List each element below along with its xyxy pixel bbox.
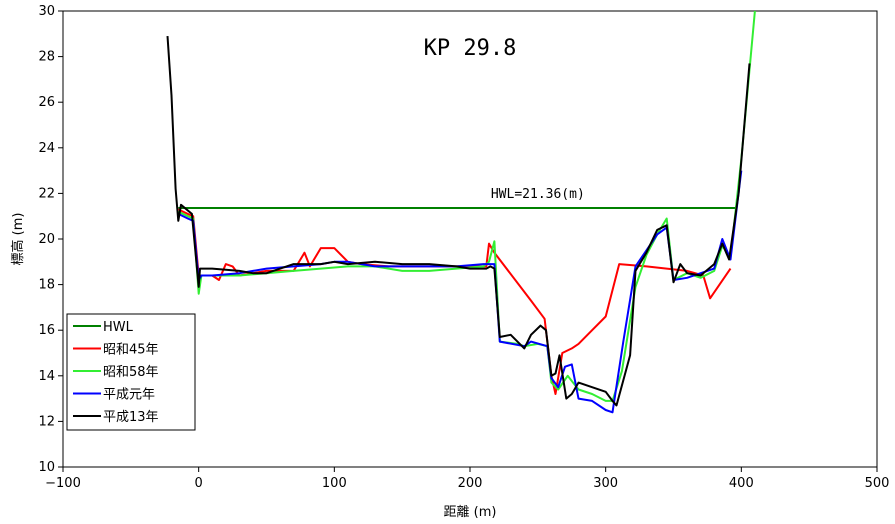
y-tick-label: 12 xyxy=(38,414,55,429)
x-tick-label: 100 xyxy=(322,476,347,491)
hwl-annotation: HWL=21.36(m) xyxy=(491,187,585,202)
series-line-昭和58年 xyxy=(177,11,756,402)
x-tick-label: 400 xyxy=(729,476,754,491)
legend-label: HWL xyxy=(103,320,134,335)
series-line-平成13年 xyxy=(166,36,751,407)
x-tick-label: 0 xyxy=(195,476,203,491)
y-tick-label: 28 xyxy=(38,50,55,65)
legend-label: 平成元年 xyxy=(103,388,155,403)
y-tick-label: 22 xyxy=(38,186,55,201)
axes: −100 0 100 200 300 400 500 10 12 14 16 18 20 22 24 26 28… xyxy=(38,4,889,491)
y-tick-label: 26 xyxy=(38,95,55,110)
y-tick-label: 30 xyxy=(38,4,55,19)
y-tick-label: 16 xyxy=(38,323,55,338)
chart-title: KP 29.8 xyxy=(424,36,517,61)
series-line-平成元年 xyxy=(177,170,743,414)
y-tick-label: 24 xyxy=(38,141,55,156)
y-tick-label: 14 xyxy=(38,369,55,384)
series-line-昭和45年 xyxy=(177,208,732,395)
legend-label: 昭和45年 xyxy=(103,343,159,358)
y-tick-label: 18 xyxy=(38,278,55,293)
x-tick-label: −100 xyxy=(45,476,81,491)
y-tick-label: 20 xyxy=(38,232,55,247)
series-lines xyxy=(166,11,756,414)
legend-label: 平成13年 xyxy=(103,410,159,425)
x-tick-label: 200 xyxy=(458,476,483,491)
x-axis-title: 距離 (m) xyxy=(444,505,497,520)
legend-label: 昭和58年 xyxy=(103,365,159,380)
y-axis-title: 標高 (m) xyxy=(10,213,26,266)
x-tick-label: 300 xyxy=(593,476,618,491)
x-tick-label: 500 xyxy=(865,476,890,491)
y-tick-label: 10 xyxy=(38,460,55,475)
